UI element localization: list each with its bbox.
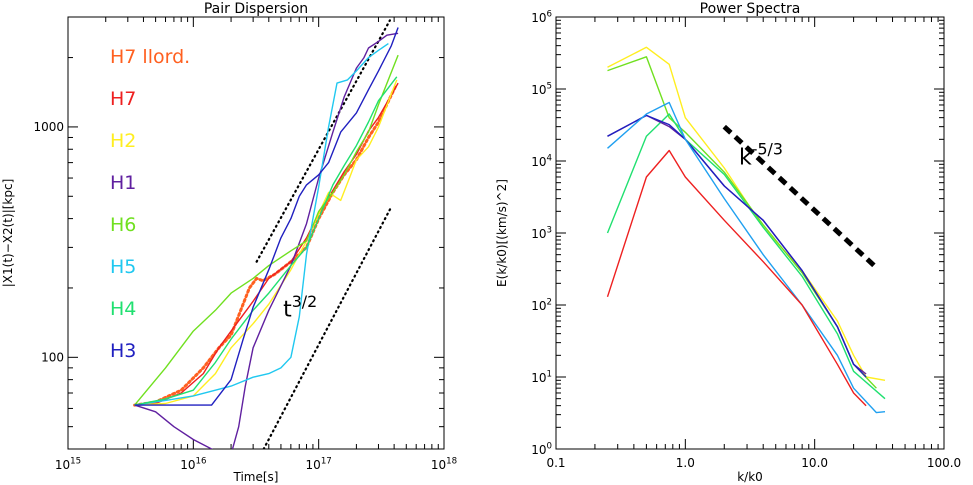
y-tick-label: 104 <box>531 154 552 169</box>
series-line-h3 <box>607 114 867 378</box>
reference-line <box>722 124 879 270</box>
legend-entry: H2 <box>110 130 136 152</box>
legend-entry: H3 <box>110 340 136 362</box>
x-tick-label: 1015 <box>55 457 81 472</box>
plot-area <box>133 19 399 449</box>
legend-entry: H7 <box>110 88 136 110</box>
chart-title: Power Spectra <box>700 1 801 17</box>
y-tick-label: 106 <box>531 10 552 25</box>
series-line-h4 <box>606 113 886 400</box>
series-line-h6 <box>134 54 399 406</box>
y-tick-label: 1000 <box>33 120 64 134</box>
x-tick-label-base: 10 <box>55 458 70 472</box>
x-tick-label: 10.0 <box>801 456 828 470</box>
y-tick-label: 100 <box>41 350 64 364</box>
x-tick-label-exp: 15 <box>70 457 81 467</box>
legend-entry: H5 <box>110 256 136 278</box>
series-line-h5 <box>607 101 886 414</box>
x-tick-label-exp: 16 <box>195 457 206 467</box>
y-tick-label: 100 <box>531 442 552 457</box>
y-tick-label-base: 10 <box>531 155 546 169</box>
y-tick-label-base: 10 <box>531 83 546 97</box>
legend: H7 llord. H7 H2 H1 H6 H5 H4 H3 <box>110 46 190 362</box>
y-tick-label: 102 <box>531 298 552 313</box>
y-tick-label-exp: 4 <box>547 154 553 164</box>
reference-line <box>255 19 391 263</box>
slope-annotation-base: k <box>739 145 752 170</box>
slope-annotation-exp: 3/2 <box>292 292 317 311</box>
y-tick-label-exp: 3 <box>547 226 553 236</box>
legend-entry: H1 <box>110 172 136 194</box>
y-tick-label-base: 10 <box>531 443 546 457</box>
legend-entry: H6 <box>110 214 136 236</box>
y-axis-label: |X1(t)−X2(t)|[kpc] <box>1 179 15 288</box>
x-tick-label: 1.0 <box>676 456 695 470</box>
y-tick-label-exp: 5 <box>547 82 553 92</box>
chart-title: Pair Dispersion <box>204 1 308 17</box>
slope-annotation: k-5/3 <box>739 139 783 170</box>
x-tick-label: 0.1 <box>546 456 565 470</box>
y-tick-label-base: 10 <box>531 11 546 25</box>
x-tick-label-exp: 18 <box>446 457 457 467</box>
x-tick-label-exp: 17 <box>321 457 332 467</box>
slope-annotation-exp: -5/3 <box>752 139 783 158</box>
slope-annotation: t3/2 <box>283 292 317 323</box>
series-line-h1 <box>134 32 399 449</box>
y-tick-label: 105 <box>531 82 552 97</box>
series-line-h7 <box>134 82 399 406</box>
x-axis-label: Time[s] <box>233 470 279 484</box>
slope-annotation-base: t <box>283 298 292 323</box>
series-line-h4 <box>134 76 398 406</box>
plot-area <box>606 46 886 414</box>
x-tick-label: 1016 <box>180 457 206 472</box>
y-axis-label: E(k/k0)[(km/s)^2] <box>495 179 509 287</box>
y-tick-label-exp: 2 <box>547 298 553 308</box>
x-tick-label-base: 10 <box>306 458 321 472</box>
series-line-h5 <box>134 43 389 406</box>
x-axis-label: k/k0 <box>737 470 763 484</box>
y-tick-label-exp: 1 <box>547 370 553 380</box>
reference-line <box>262 205 393 449</box>
y-tick-label: 101 <box>531 370 552 385</box>
y-tick-label-exp: 6 <box>547 10 553 20</box>
y-tick-label-base: 10 <box>531 299 546 313</box>
legend-entry: H4 <box>110 298 136 320</box>
y-tick-label-exp: 0 <box>547 442 553 452</box>
y-tick-label: 103 <box>531 226 552 241</box>
x-tick-label-base: 10 <box>431 458 446 472</box>
y-tick-label-base: 10 <box>531 227 546 241</box>
series-line-h3 <box>134 27 399 406</box>
x-tick-label: 1018 <box>431 457 457 472</box>
legend-entry: H7 llord. <box>110 46 190 68</box>
x-tick-label-base: 10 <box>180 458 195 472</box>
x-tick-label: 1017 <box>306 457 332 472</box>
y-tick-label-base: 10 <box>531 371 546 385</box>
series-line-h7 <box>606 149 867 407</box>
x-tick-label: 100.0 <box>927 456 961 470</box>
plot-frame <box>67 16 445 450</box>
